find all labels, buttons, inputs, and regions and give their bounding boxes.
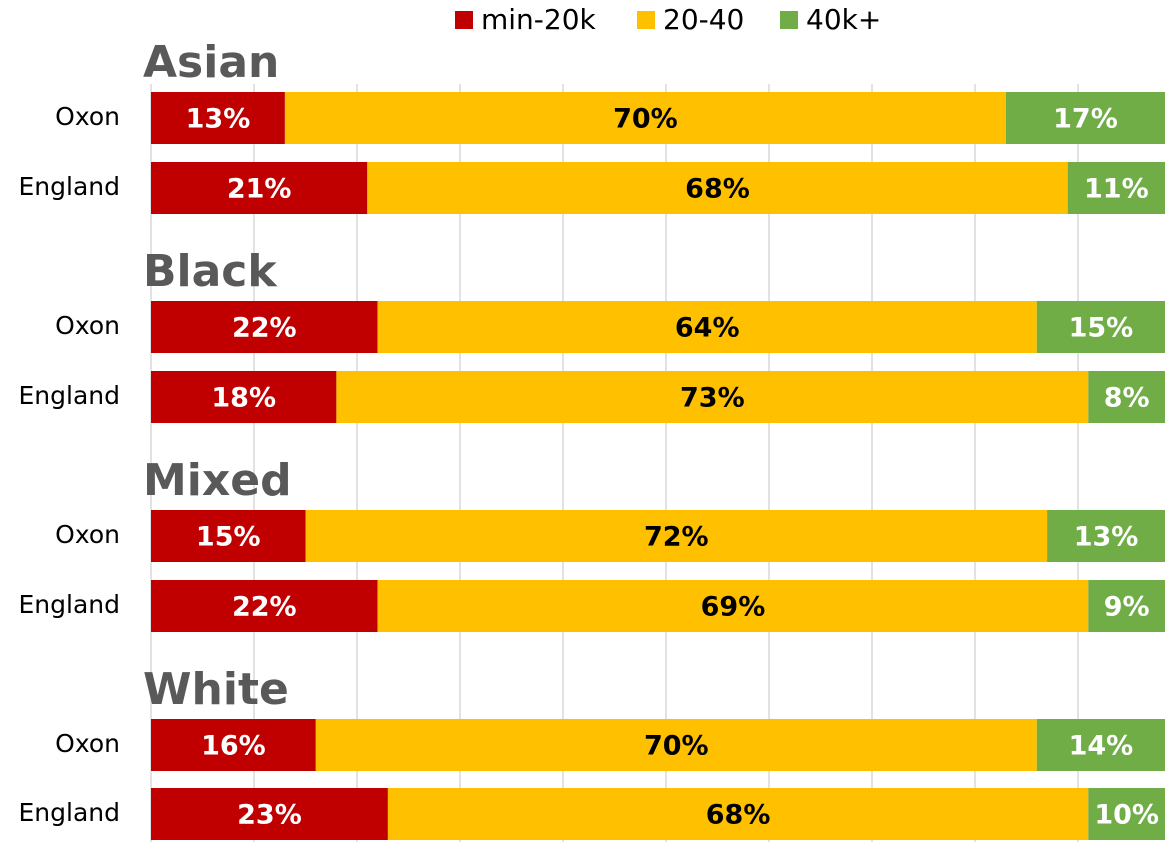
bar-segment <box>1088 580 1165 632</box>
bar-segment <box>1047 510 1165 562</box>
legend-label: 20-40 <box>663 3 744 36</box>
data-label: 22% <box>232 313 297 344</box>
bar-segment <box>151 510 306 562</box>
bar-segment <box>151 788 388 840</box>
bar-segment <box>336 371 1089 423</box>
data-label: 13% <box>186 104 251 135</box>
data-label: 17% <box>1053 104 1118 135</box>
y-tick-label: Oxon <box>55 311 120 340</box>
bar-segment <box>367 162 1068 214</box>
data-label: 10% <box>1094 800 1159 831</box>
data-label: 21% <box>227 174 292 205</box>
bar-segment <box>1036 301 1165 353</box>
y-tick-label: England <box>19 172 121 201</box>
data-label: 13% <box>1074 522 1139 553</box>
data-label: 18% <box>211 383 276 414</box>
legend-swatch <box>455 11 473 29</box>
data-label: 72% <box>644 522 709 553</box>
legend-swatch <box>780 11 798 29</box>
data-label: 22% <box>232 592 297 623</box>
bar-segment <box>151 719 316 771</box>
data-label: 9% <box>1104 592 1150 623</box>
bar-segment <box>1036 719 1165 771</box>
data-label: 73% <box>680 383 745 414</box>
bar-segment <box>284 92 1006 144</box>
y-tick-label: England <box>19 381 121 410</box>
bar-segment <box>315 719 1037 771</box>
data-label: 68% <box>685 174 750 205</box>
legend-label: 40k+ <box>806 3 881 36</box>
y-tick-label: England <box>19 590 121 619</box>
bar-segment <box>151 92 285 144</box>
bar-segment <box>1088 371 1165 423</box>
data-label: 8% <box>1104 383 1150 414</box>
data-label: 16% <box>201 731 266 762</box>
bar-segment <box>1005 92 1165 144</box>
group-label: Asian <box>143 37 279 88</box>
data-label: 14% <box>1069 731 1134 762</box>
data-label: 23% <box>237 800 302 831</box>
y-tick-label: Oxon <box>55 729 120 758</box>
bar-segment <box>151 580 378 632</box>
data-label: 70% <box>644 731 709 762</box>
bar-segment <box>151 162 368 214</box>
data-label: 11% <box>1084 174 1149 205</box>
bar-segment <box>1067 162 1165 214</box>
y-tick-label: England <box>19 798 121 827</box>
group-label: White <box>143 664 289 715</box>
legend-label: min-20k <box>481 3 597 36</box>
group-label: Black <box>143 246 278 297</box>
y-tick-label: Oxon <box>55 520 120 549</box>
y-tick-label: Oxon <box>55 102 120 131</box>
bar-segment <box>377 301 1037 353</box>
bar-segment <box>377 580 1089 632</box>
legend-swatch <box>637 11 655 29</box>
bar-segment <box>305 510 1048 562</box>
bar-segment <box>151 301 378 353</box>
data-label: 69% <box>701 592 766 623</box>
bar-segment <box>387 788 1089 840</box>
bar-segment <box>1088 788 1165 840</box>
data-label: 70% <box>613 104 678 135</box>
group-label: Mixed <box>143 455 292 506</box>
bar-segment <box>151 371 337 423</box>
data-label: 15% <box>1069 313 1134 344</box>
data-label: 15% <box>196 522 261 553</box>
data-label: 68% <box>706 800 771 831</box>
data-label: 64% <box>675 313 740 344</box>
